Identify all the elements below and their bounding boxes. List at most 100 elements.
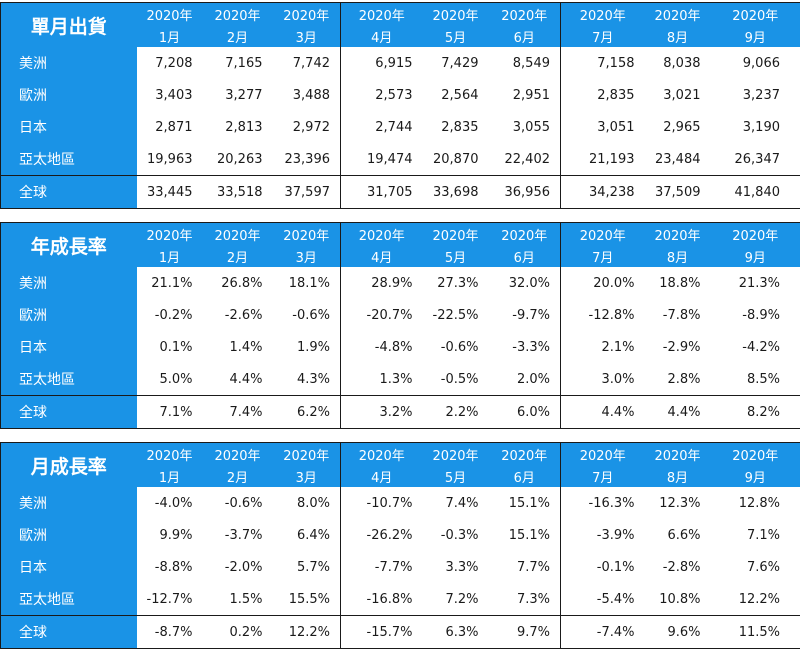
table-cell: 7.1% — [746, 527, 780, 543]
table-cell: 3.3% — [445, 559, 479, 575]
table-cell: 7.4% — [202, 395, 273, 429]
table-cell: 2,564 — [441, 87, 479, 103]
column-header-year: 2020年 — [202, 222, 273, 245]
table-cell: 18.1% — [288, 275, 330, 291]
column-header-year: 2020年 — [422, 442, 489, 465]
row-label: 日本 — [0, 111, 137, 143]
row-label: 亞太地區 — [0, 363, 137, 396]
column-header-month: 1月 — [136, 465, 203, 487]
table-cell: 15.5% — [288, 591, 330, 607]
column-header-year: 2020年 — [136, 2, 203, 25]
table-row: 歐洲 -0.2% -2.6% -0.6% -20.7% -22.5% -9.7% -12.8%… — [0, 299, 800, 331]
table-row: 美洲 -4.0% -0.6% 8.0% -10.7% 7.4% 15.1% -16.3% 12.… — [0, 487, 800, 519]
column-header-month: 8月 — [644, 465, 711, 487]
table-cell: -22.5% — [432, 307, 479, 323]
table-cell: 3,403 — [155, 87, 193, 103]
table-title: 年成長率 — [0, 222, 137, 267]
table-cell: 6.4% — [296, 527, 330, 543]
table-cell: 5.7% — [296, 559, 330, 575]
table-cell: -0.5% — [440, 371, 479, 387]
table-cell: 9.9% — [159, 527, 193, 543]
table-cell: 5.0% — [159, 371, 193, 387]
table-cell: 2,813 — [225, 119, 263, 135]
table-cell: 27.3% — [437, 275, 479, 291]
shipments-table: 單月出貨 2020年 2020年 2020年 2020年 2020年 2020年 2020年 2… — [0, 2, 800, 209]
row-label: 歐洲 — [0, 79, 137, 111]
row-label: 日本 — [0, 551, 137, 583]
column-header-year: 2020年 — [272, 2, 341, 25]
column-header-month: 5月 — [422, 465, 489, 487]
table-row: 亞太地區 5.0% 4.4% 4.3% 1.3% -0.5% 2.0% 3.0% 2.8% 8.5… — [0, 363, 800, 396]
column-header-month: 6月 — [488, 25, 561, 47]
table-cell: 20.0% — [560, 267, 645, 299]
table-cell: 2,871 — [155, 119, 193, 135]
table-cell: 0.1% — [159, 339, 193, 355]
table-cell: 21.3% — [738, 275, 780, 291]
header-row: 1月 2月 3月 4月 5月 6月 7月 8月 9月 — [1, 465, 800, 487]
table-row: 歐洲 9.9% -3.7% 6.4% -26.2% -0.3% 15.1% -3.9% 6.6%… — [0, 519, 800, 551]
table-cell: -0.6% — [224, 495, 263, 511]
column-header-month: 6月 — [488, 465, 561, 487]
table-cell: 1.5% — [229, 591, 263, 607]
column-header-month: 3月 — [272, 245, 341, 267]
table-cell: 2.8% — [667, 371, 701, 387]
table-cell: -5.4% — [560, 583, 645, 616]
table-cell: 2,573 — [340, 79, 423, 111]
table-cell: 2,972 — [292, 119, 330, 135]
table-cell: 41,840 — [710, 175, 800, 209]
column-header-month: 2月 — [202, 245, 273, 267]
column-header-year: 2020年 — [644, 2, 711, 25]
table-cell: -4.0% — [154, 495, 193, 511]
column-header-year: 2020年 — [560, 442, 645, 465]
table-cell: 2.1% — [560, 331, 645, 363]
table-cell: 9,066 — [742, 55, 780, 71]
column-header-year: 2020年 — [644, 442, 711, 465]
table-row: 美洲 7,208 7,165 7,742 6,915 7,429 8,549 7,158 8,0… — [0, 47, 800, 79]
table-cell: 12.8% — [738, 495, 780, 511]
table-cell: -3.9% — [560, 519, 645, 551]
table-cell: 12.3% — [659, 495, 701, 511]
table-cell: 37,597 — [272, 175, 341, 209]
column-header-month: 3月 — [272, 25, 341, 47]
column-header-year: 2020年 — [136, 222, 203, 245]
table-cell: 2,835 — [441, 119, 479, 135]
table-cell: -8.8% — [154, 559, 193, 575]
table-cell: 33,698 — [422, 175, 489, 209]
table-cell: 7.1% — [136, 395, 203, 429]
table-cell: -16.8% — [340, 583, 423, 616]
table-cell: 6.3% — [422, 615, 489, 649]
table-cell: 8.5% — [746, 371, 780, 387]
table-cell: 36,956 — [488, 175, 561, 209]
column-header-month: 4月 — [340, 245, 423, 267]
column-header-year: 2020年 — [272, 222, 341, 245]
table-cell: -7.7% — [340, 551, 423, 583]
table-cell: 1.9% — [296, 339, 330, 355]
table-cell: 20,263 — [217, 151, 263, 167]
table-cell: 4.4% — [229, 371, 263, 387]
table-row: 日本 2,871 2,813 2,972 2,744 2,835 3,055 3,051 2,9… — [0, 111, 800, 143]
table-cell: -12.7% — [146, 591, 193, 607]
table-cell: -3.7% — [224, 527, 263, 543]
table-cell: -0.6% — [292, 307, 330, 323]
table-cell: 8,549 — [512, 55, 550, 71]
table-cell: -2.9% — [662, 339, 701, 355]
table-cell: 26,347 — [734, 151, 781, 167]
table-cell: 7,429 — [441, 55, 479, 71]
table-row: 日本 0.1% 1.4% 1.9% -4.8% -0.6% -3.3% 2.1% -2.9% -4… — [0, 331, 800, 363]
column-header-year: 2020年 — [202, 2, 273, 25]
table-cell: 7,742 — [292, 55, 330, 71]
table-row: 日本 -8.8% -2.0% 5.7% -7.7% 3.3% 7.7% -0.1% -2.8% 7… — [0, 551, 800, 583]
table-cell: 15.1% — [508, 527, 550, 543]
table-cell: 3,488 — [292, 87, 330, 103]
table-cell: 3,277 — [225, 87, 263, 103]
table-cell: 33,518 — [202, 175, 273, 209]
row-label: 美洲 — [0, 487, 137, 519]
table-cell: -20.7% — [340, 299, 423, 331]
table-cell: -8.9% — [742, 307, 780, 323]
row-label: 美洲 — [0, 47, 137, 79]
header-row: 1月 2月 3月 4月 5月 6月 7月 8月 9月 — [1, 245, 800, 267]
table-cell: 21.1% — [151, 275, 193, 291]
column-header-month: 9月 — [710, 245, 800, 267]
table-cell: 6.6% — [667, 527, 701, 543]
table-cell: 19,963 — [147, 151, 193, 167]
